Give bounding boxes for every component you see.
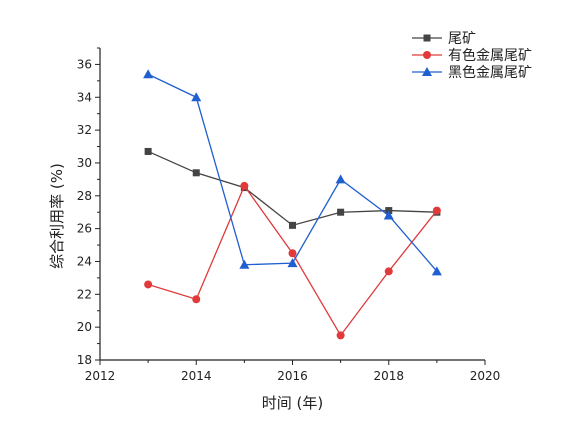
series-layer — [143, 69, 442, 340]
x-tick-label: 2014 — [181, 369, 212, 383]
legend-label: 尾矿 — [448, 31, 476, 47]
data-point — [240, 181, 249, 190]
x-axis-title: 时间 (年) — [262, 394, 323, 412]
legend-item: 黑色金属尾矿 — [412, 64, 532, 81]
x-tick-label: 2016 — [277, 369, 308, 383]
data-point — [384, 267, 393, 276]
data-point — [336, 331, 345, 340]
data-point — [192, 295, 201, 304]
y-tick-label: 26 — [77, 222, 92, 236]
x-tick-label: 2020 — [470, 369, 501, 383]
data-point — [144, 280, 153, 289]
axes: 2012 2014 2016 2018 2020 18 20 22 24 26 28 30 32 34 36 — [77, 47, 501, 383]
legend-label: 有色金属尾矿 — [448, 47, 532, 64]
data-point — [192, 169, 200, 177]
data-point — [383, 210, 394, 220]
legend-marker — [423, 51, 431, 59]
y-tick-label: 32 — [77, 123, 92, 137]
y-tick-label: 18 — [77, 353, 92, 367]
legend-item: 有色金属尾矿 — [412, 47, 532, 64]
data-point — [191, 92, 202, 102]
data-point — [239, 259, 250, 269]
y-tick-label: 30 — [77, 156, 92, 170]
x-tick-label: 2018 — [373, 369, 404, 383]
y-tick-label: 36 — [77, 57, 92, 71]
legend-item: 尾矿 — [412, 31, 476, 47]
series-line — [147, 73, 438, 272]
data-point — [144, 147, 152, 155]
y-tick-label: 28 — [77, 189, 92, 203]
data-point — [289, 221, 296, 229]
data-point — [287, 258, 298, 268]
legend-label: 黑色金属尾矿 — [448, 64, 532, 81]
data-point — [431, 266, 442, 276]
data-point — [335, 174, 346, 184]
data-point — [288, 249, 297, 258]
y-tick-label: 20 — [77, 320, 92, 334]
series-line — [147, 150, 437, 227]
data-point — [337, 208, 345, 216]
series-1 — [144, 147, 441, 229]
series-2 — [144, 181, 441, 340]
data-point — [143, 69, 154, 79]
y-tick-label: 22 — [77, 287, 92, 301]
series-3 — [143, 69, 442, 276]
legend-marker — [422, 67, 432, 76]
y-tick-label: 24 — [77, 254, 92, 268]
data-point — [432, 206, 441, 215]
y-tick-label: 34 — [77, 90, 92, 104]
x-tick-label: 2012 — [85, 369, 116, 383]
y-axis-title: 综合利用率 (%) — [48, 163, 66, 269]
legend-marker — [423, 34, 431, 42]
